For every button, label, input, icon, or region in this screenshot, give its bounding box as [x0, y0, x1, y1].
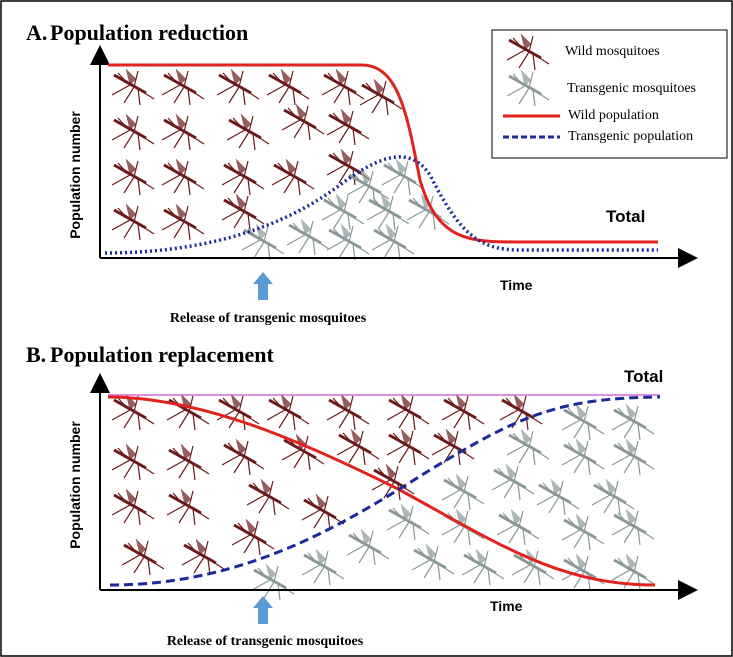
legend-entry: Transgenic mosquitoes — [567, 81, 696, 96]
release-arrow — [253, 596, 273, 624]
transgenic-population-curve — [109, 395, 661, 587]
wild-population-curve — [107, 395, 656, 587]
total-label: Total — [606, 207, 645, 226]
wild-mosquitoes — [112, 69, 402, 240]
transgenic-population-curve — [104, 155, 658, 255]
y-axis-label: Population number — [67, 111, 83, 239]
legend: Wild mosquitoes Transgenic mosquitoes Wi… — [491, 29, 728, 159]
x-axis-label: Time — [490, 598, 523, 614]
legend-entry: Wild mosquitoes — [565, 44, 660, 59]
panel-title: Population reduction — [50, 20, 248, 45]
legend-entry: Transgenic population — [568, 129, 693, 144]
total-label: Total — [624, 367, 663, 386]
panel-title: Population replacement — [50, 342, 275, 367]
release-label: Release of transgenic mosquitoes — [170, 311, 367, 326]
release-arrow — [253, 272, 273, 300]
legend-entry: Wild population — [568, 108, 659, 123]
panel-label: B. — [26, 342, 46, 367]
x-axis-label: Time — [500, 277, 533, 293]
wild-mosquitoes — [112, 394, 542, 575]
panel-label: A. — [26, 20, 47, 45]
y-axis-label: Population number — [67, 421, 83, 549]
release-label: Release of transgenic mosquitoes — [167, 634, 364, 649]
wild-population-curve — [108, 63, 658, 244]
